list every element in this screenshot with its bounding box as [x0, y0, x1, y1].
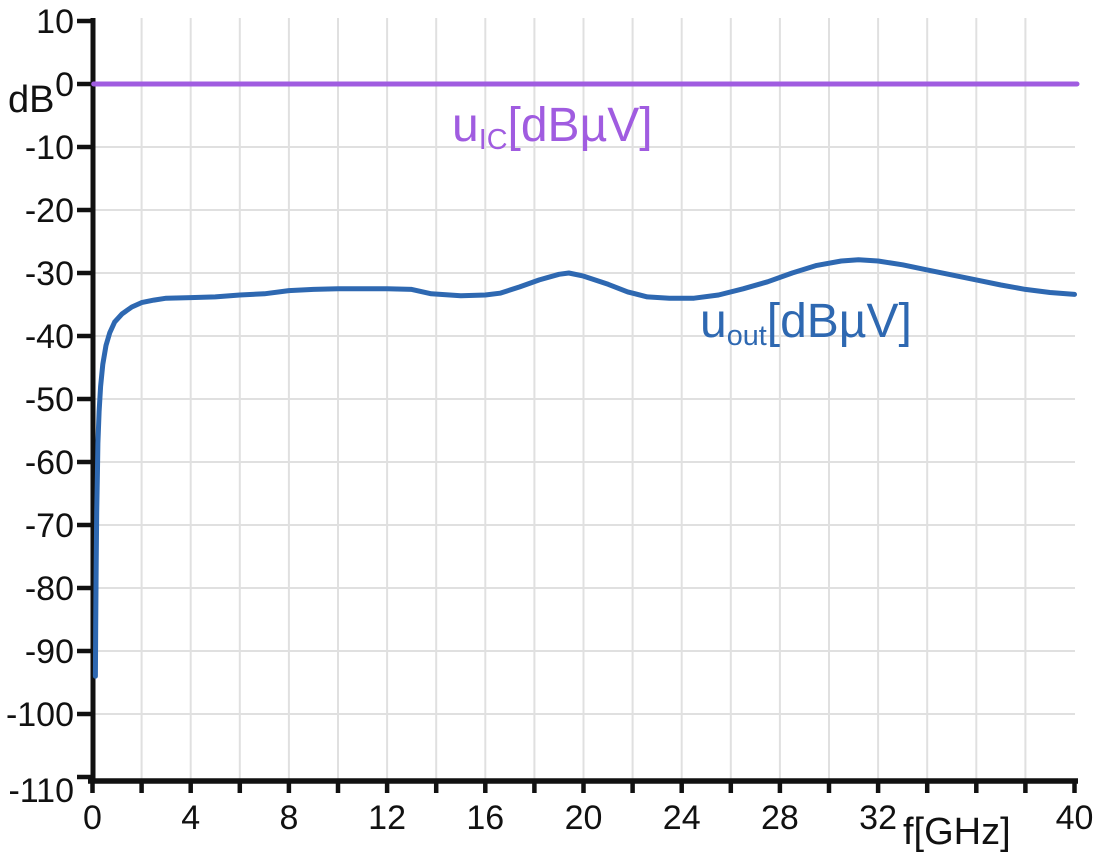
y-tick-label--110: -110 [8, 772, 74, 810]
x-axis-unit-label: f[GHz] [903, 811, 1011, 853]
y-tick-label--40: -40 [25, 318, 74, 356]
y-tick-label-0: 0 [55, 66, 74, 104]
series-label-u-ic: uIC[dBµV] [452, 99, 653, 157]
y-tick-label--30: -30 [25, 255, 74, 293]
x-tick-label-20: 20 [565, 799, 603, 837]
x-tick-label-12: 12 [368, 799, 406, 837]
x-tick-label-32: 32 [859, 799, 897, 837]
series-label-u-ic-main: u [452, 99, 479, 152]
y-tick-label--70: -70 [25, 507, 74, 545]
y-tick-label--80: -80 [25, 570, 74, 608]
x-tick-label-28: 28 [761, 799, 799, 837]
y-tick-label--60: -60 [25, 444, 74, 482]
series-line-u-out [92, 257, 1077, 679]
series-label-u-out-sub: out [726, 320, 767, 353]
x-tick-label-40: 40 [1056, 799, 1094, 837]
gridlines [95, 18, 1075, 779]
series-label-u-out: uout[dBµV] [700, 295, 912, 353]
y-tick-label--20: -20 [25, 192, 74, 230]
x-tick-label-4: 4 [181, 799, 200, 837]
series-lines [91, 81, 1080, 679]
axes [88, 18, 1078, 784]
x-tick-label-8: 8 [279, 799, 298, 837]
y-tick-label--90: -90 [25, 633, 74, 671]
x-tick-label-24: 24 [663, 799, 701, 837]
x-tick-label-16: 16 [466, 799, 504, 837]
y-tick-label--10: -10 [25, 129, 74, 167]
y-axis-unit-label: dB [8, 79, 55, 121]
y-tick-label--50: -50 [25, 381, 74, 419]
series-label-u-ic-rest: [dBµV] [507, 99, 653, 152]
y-tick-label--100: -100 [6, 696, 74, 734]
x-tick-label-0: 0 [83, 799, 102, 837]
y-tick-label-10: 10 [36, 3, 74, 41]
series-label-u-ic-sub: IC [478, 124, 508, 157]
series-label-u-out-main: u [700, 295, 727, 348]
series-label-u-out-rest: [dBµV] [766, 295, 912, 348]
